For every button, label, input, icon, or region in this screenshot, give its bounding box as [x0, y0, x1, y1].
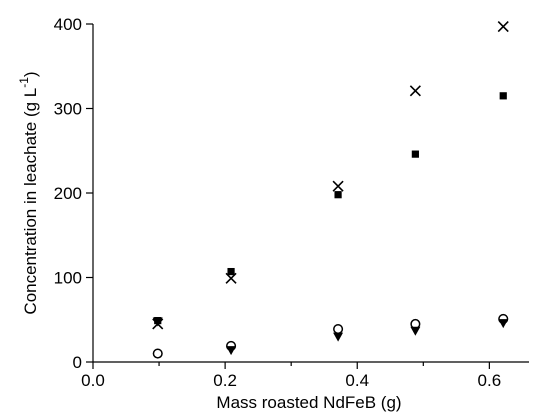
data-point-filled-triangle-down [226, 346, 237, 356]
axes [92, 24, 529, 363]
x-axis-title: Mass roasted NdFeB (g) [216, 393, 401, 412]
data-point-open-circle [333, 323, 344, 335]
y-tick-label: 200 [54, 184, 82, 203]
data-point-cross [332, 180, 344, 192]
ticks: 0 100 200 300 400 0.0 0.2 0.4 0.6 [54, 15, 502, 390]
x-tick-label: 0.6 [478, 371, 502, 390]
y-axis-title: Concentration in leachate (g L-1) [17, 71, 40, 314]
x-tick-label: 0.2 [213, 371, 237, 390]
x-tick-label: 0.4 [345, 371, 369, 390]
y-tick-label: 300 [54, 100, 82, 119]
data-point-filled-square [411, 150, 419, 158]
data-point-filled-triangle-down [498, 319, 509, 329]
data-point-filled-triangle-down [333, 332, 344, 342]
data-point-open-circle [152, 348, 163, 359]
data-point-cross [409, 85, 421, 97]
y-axis-title-superscript: -1 [17, 77, 31, 88]
data-marks [152, 20, 509, 359]
data-point-filled-triangle-down [410, 326, 421, 336]
y-tick-label: 100 [54, 269, 82, 288]
x-tick-label: 0.0 [81, 371, 105, 390]
data-point-filled-triangle-down [152, 317, 163, 327]
data-point-filled-square [499, 92, 507, 100]
data-point-filled-square [334, 191, 342, 199]
y-axis-title-main: Concentration in leachate (g L [21, 88, 40, 315]
data-point-cross [497, 20, 509, 33]
data-point-filled-square [227, 267, 235, 276]
y-tick-label: 400 [54, 15, 82, 34]
y-tick-label: 0 [73, 353, 82, 372]
y-axis-title-close: ) [21, 71, 40, 77]
